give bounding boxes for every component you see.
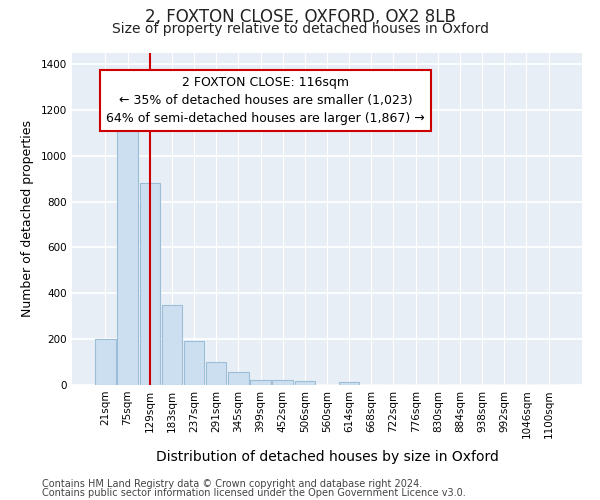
Bar [272, 380, 293, 385]
Bar [295, 381, 315, 385]
Bar [184, 340, 204, 385]
Text: 2, FOXTON CLOSE, OXFORD, OX2 8LB: 2, FOXTON CLOSE, OXFORD, OX2 8LB [145, 8, 455, 26]
Y-axis label: Number of detached properties: Number of detached properties [21, 120, 34, 318]
Bar [140, 183, 160, 385]
Text: Contains public sector information licensed under the Open Government Licence v3: Contains public sector information licen… [42, 488, 466, 498]
Text: 2 FOXTON CLOSE: 116sqm
← 35% of detached houses are smaller (1,023)
64% of semi-: 2 FOXTON CLOSE: 116sqm ← 35% of detached… [106, 76, 425, 125]
Bar [206, 362, 226, 385]
Text: Contains HM Land Registry data © Crown copyright and database right 2024.: Contains HM Land Registry data © Crown c… [42, 479, 422, 489]
X-axis label: Distribution of detached houses by size in Oxford: Distribution of detached houses by size … [155, 450, 499, 464]
Bar [339, 382, 359, 385]
Bar [250, 380, 271, 385]
Bar [228, 372, 248, 385]
Bar [95, 339, 116, 385]
Bar [161, 304, 182, 385]
Text: Size of property relative to detached houses in Oxford: Size of property relative to detached ho… [112, 22, 488, 36]
Bar [118, 128, 138, 385]
